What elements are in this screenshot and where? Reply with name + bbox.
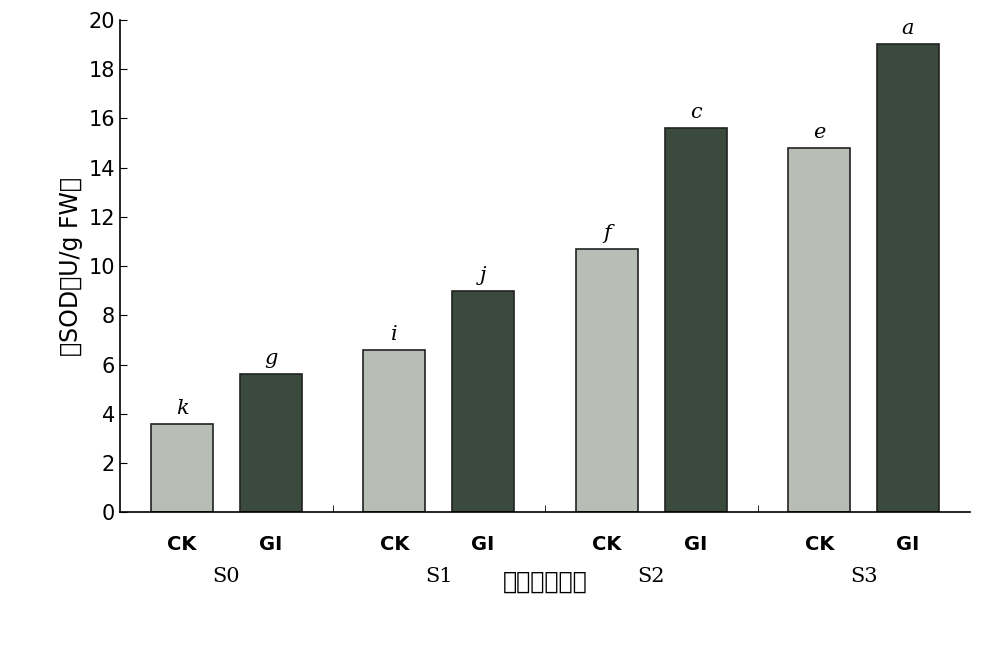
Bar (452, 290, 514, 512)
Text: CK: CK (380, 535, 409, 554)
Text: CK: CK (805, 535, 834, 554)
Text: f: f (603, 223, 611, 242)
X-axis label: 盐碱胁迫程度: 盐碱胁迫程度 (503, 570, 587, 594)
Bar (363, 350, 425, 512)
Text: g: g (264, 350, 277, 369)
Text: GI: GI (684, 535, 707, 554)
Text: c: c (690, 103, 701, 122)
Text: GI: GI (259, 535, 282, 554)
Text: k: k (176, 399, 188, 418)
Bar (788, 148, 850, 512)
Bar (240, 374, 302, 512)
Text: GI: GI (471, 535, 495, 554)
Text: S1: S1 (425, 566, 453, 585)
Bar (151, 424, 213, 512)
Text: GI: GI (896, 535, 920, 554)
Y-axis label: 叶SOD（U/g FW）: 叶SOD（U/g FW） (59, 177, 83, 355)
Text: e: e (813, 123, 826, 142)
Text: a: a (902, 19, 914, 38)
Text: S2: S2 (638, 566, 665, 585)
Bar (576, 249, 638, 512)
Text: CK: CK (592, 535, 622, 554)
Text: i: i (391, 325, 398, 344)
Text: j: j (480, 265, 486, 284)
Text: CK: CK (167, 535, 197, 554)
Text: S0: S0 (212, 566, 240, 585)
Bar (877, 45, 939, 512)
Text: S3: S3 (850, 566, 878, 585)
Bar (665, 128, 727, 512)
